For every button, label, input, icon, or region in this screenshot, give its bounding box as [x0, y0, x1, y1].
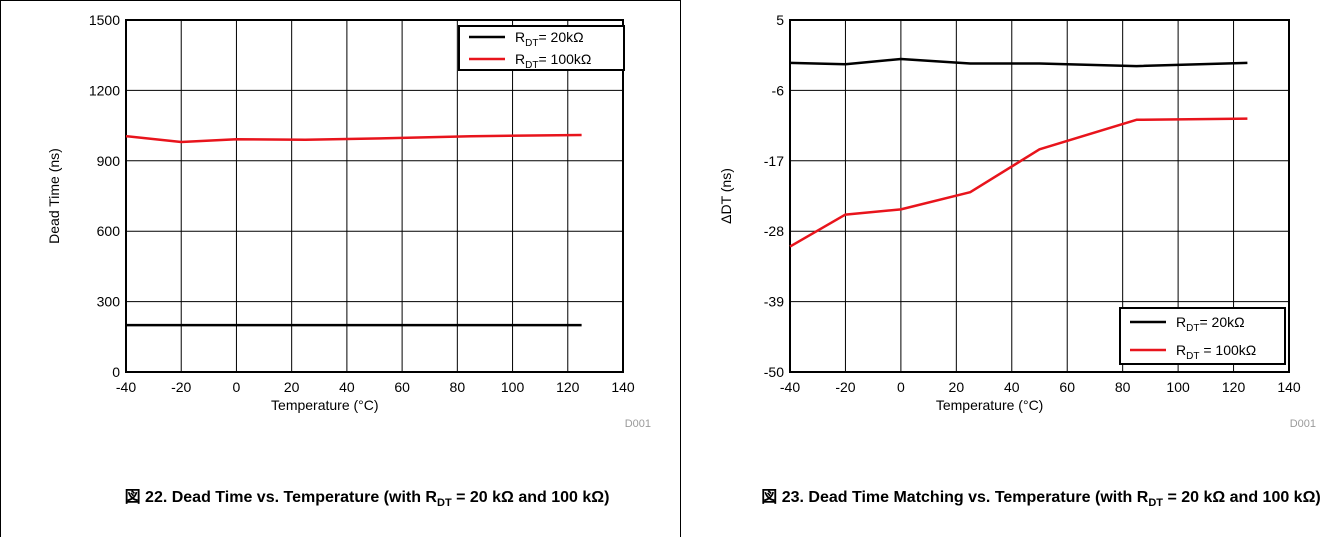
- x-tick-label: 140: [1277, 379, 1301, 395]
- x-axis-label: Temperature (°C): [271, 397, 379, 413]
- y-tick-label: 0: [112, 364, 120, 380]
- x-tick-label: 60: [394, 379, 410, 395]
- x-tick-label: -40: [780, 379, 800, 395]
- caption-subscript: DT: [1148, 497, 1163, 510]
- series-line-rdt-100k: [789, 117, 1248, 248]
- x-tick-label: 120: [556, 379, 580, 395]
- x-tick-label: 0: [897, 379, 905, 395]
- x-tick-label: 20: [949, 379, 965, 395]
- legend-label: RDT= 20kΩ: [515, 29, 584, 49]
- legend-label: RDT= 100kΩ: [515, 51, 591, 71]
- legend-label: RDT= 20kΩ: [1176, 314, 1245, 334]
- x-tick-label: 0: [233, 379, 241, 395]
- figure-caption-23: 図 23. Dead Time Matching vs. Temperature…: [721, 487, 1343, 514]
- x-tick-label: 80: [1115, 379, 1131, 395]
- caption-text: 図 22. Dead Time vs. Temperature (with R: [124, 489, 437, 506]
- legend-label: RDT = 100kΩ: [1176, 342, 1256, 362]
- x-tick-label: 100: [1166, 379, 1190, 395]
- figure-caption-22: 図 22. Dead Time vs. Temperature (with RD…: [61, 487, 673, 514]
- x-tick-label: -20: [171, 379, 191, 395]
- caption-text-suffix: = 20 kΩ and 100 kΩ): [1163, 489, 1321, 506]
- caption-text-suffix: = 20 kΩ and 100 kΩ): [451, 489, 610, 506]
- figure-id-label: D001: [1290, 418, 1316, 430]
- y-tick-label: 5: [776, 12, 784, 28]
- caption-subscript: DT: [437, 497, 452, 510]
- legend-box: [1119, 307, 1286, 365]
- x-tick-label: -40: [116, 379, 136, 395]
- y-tick-label: 1200: [89, 82, 120, 98]
- caption-text: 図 23. Dead Time Matching vs. Temperature…: [761, 489, 1149, 506]
- y-tick-label: -17: [764, 153, 784, 169]
- legend-box: [458, 25, 625, 71]
- x-tick-label: 100: [501, 379, 525, 395]
- y-tick-label: -50: [764, 364, 784, 380]
- x-tick-label: 20: [284, 379, 300, 395]
- y-tick-label: -28: [764, 223, 784, 239]
- y-tick-label: 1500: [89, 12, 120, 28]
- dead-time-chart: -40 -20 0 20 40 60 80 100 120 140 0 300 600 900 1200 15…: [46, 12, 651, 430]
- plot-frame: [789, 19, 1290, 373]
- x-tick-label: 60: [1059, 379, 1075, 395]
- x-axis-label: Temperature (°C): [936, 397, 1044, 413]
- y-tick-label: -6: [772, 82, 785, 98]
- y-tick-label: 300: [97, 294, 121, 310]
- y-axis-label: ΔDT (ns): [718, 168, 734, 224]
- chart-panel-right: -40 -20 0 20 40 60 80 100 120 140 -50 -39 -28 -17 -6 5 T…: [681, 0, 1343, 537]
- y-axis-label: Dead Time (ns): [46, 148, 62, 244]
- dead-time-matching-chart: -40 -20 0 20 40 60 80 100 120 140 -50 -39 -28 -17 -6 5 T…: [718, 12, 1316, 430]
- x-tick-label: 40: [1004, 379, 1020, 395]
- y-tick-label: 600: [97, 223, 121, 239]
- x-tick-label: -20: [835, 379, 855, 395]
- chart-panel-left: -40 -20 0 20 40 60 80 100 120 140 0 300 600 900 1200 15…: [0, 0, 681, 537]
- series-line-rdt-20k: [789, 57, 1248, 68]
- x-tick-label: 120: [1222, 379, 1246, 395]
- series-line-rdt-100k: [125, 133, 582, 144]
- plot-frame: [125, 19, 624, 373]
- y-tick-label: -39: [764, 294, 784, 310]
- x-tick-label: 80: [450, 379, 466, 395]
- x-tick-label: 40: [339, 379, 355, 395]
- x-tick-label: 140: [611, 379, 635, 395]
- y-tick-label: 900: [97, 153, 121, 169]
- figure-id-label: D001: [625, 418, 651, 430]
